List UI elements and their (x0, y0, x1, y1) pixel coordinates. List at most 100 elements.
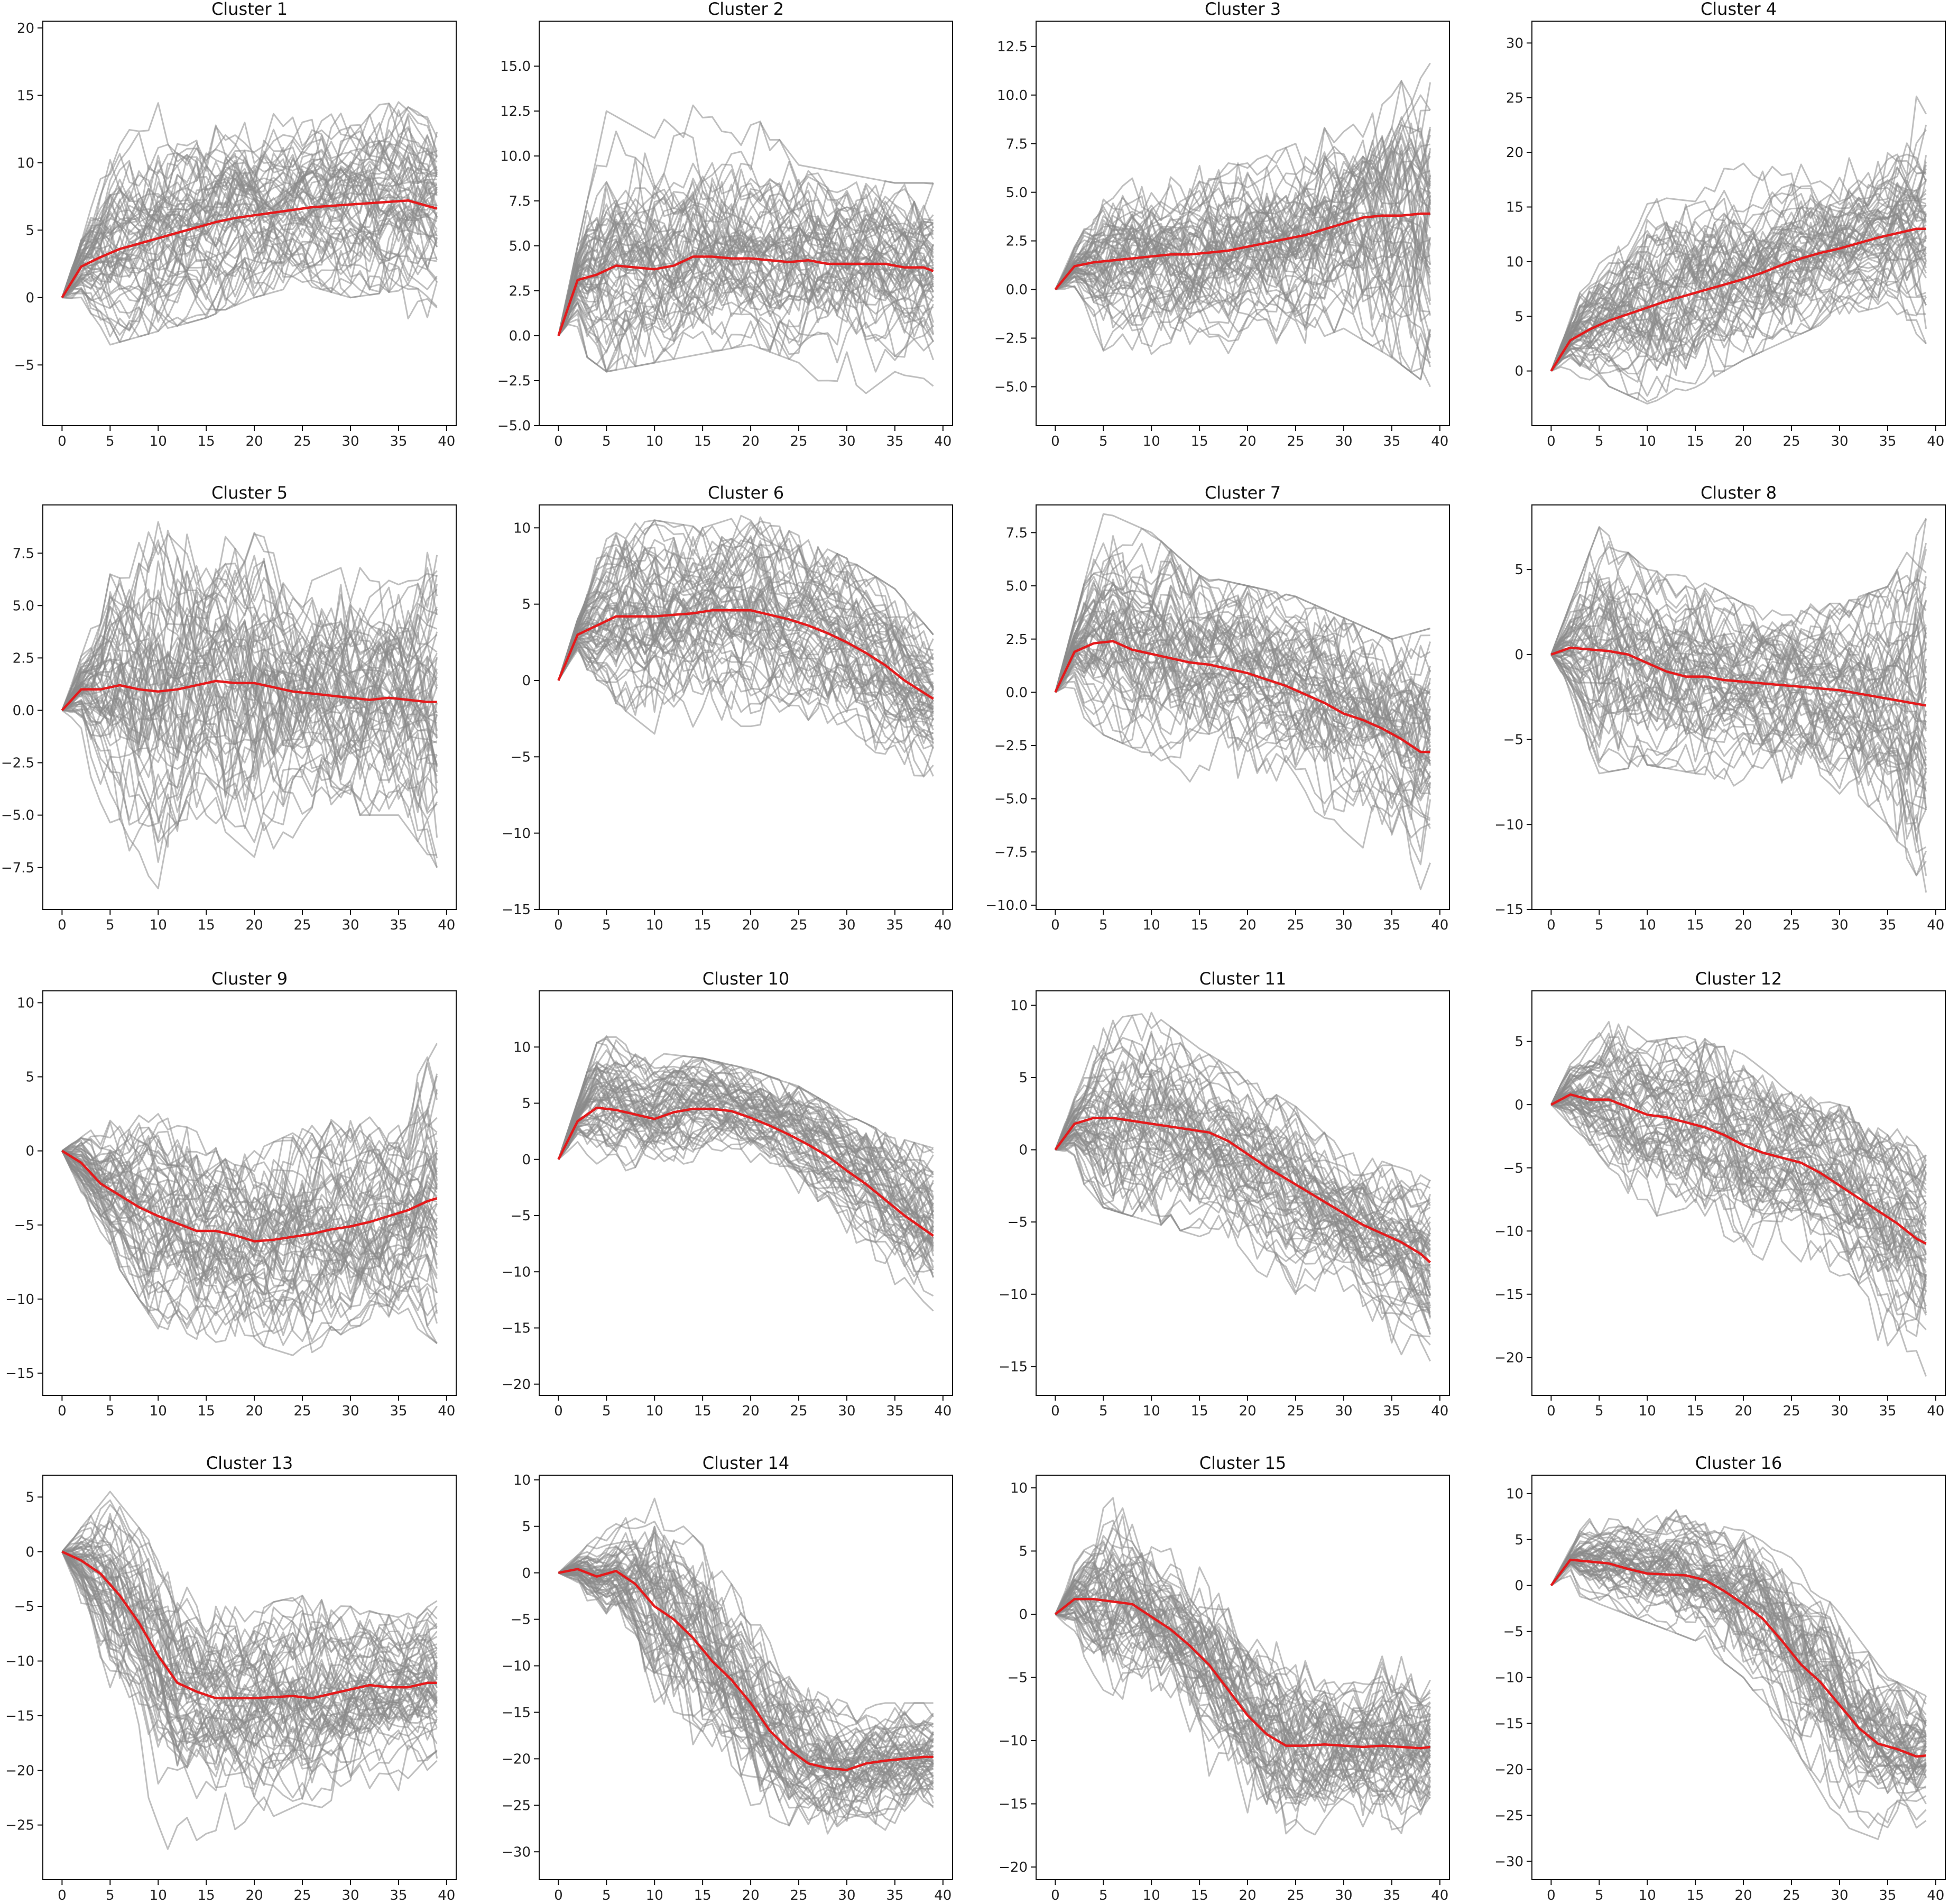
x-tick-label: 30 (341, 917, 359, 933)
member-trace (558, 270, 934, 369)
y-tick-label: 0.0 (1006, 685, 1028, 701)
y-tick-label: 10 (1010, 998, 1028, 1014)
x-tick-label: 5 (1595, 1403, 1604, 1419)
member-trace (1055, 1047, 1431, 1215)
x-tick-label: 30 (341, 1403, 359, 1419)
y-tick-label: −10 (1494, 1670, 1523, 1686)
member-trace (1055, 1551, 1431, 1731)
member-trace (61, 152, 438, 298)
x-tick-label: 0 (554, 1403, 563, 1419)
axes-frame (1036, 21, 1450, 426)
chart-title: Cluster 3 (1205, 0, 1281, 19)
x-tick-label: 30 (1831, 434, 1848, 449)
axes-frame (42, 990, 457, 1396)
member-trace (558, 1561, 934, 1777)
y-tick-label: −10 (5, 1292, 34, 1308)
member-trace (1055, 1053, 1431, 1214)
y-tick-label: 5 (1514, 562, 1523, 578)
member-trace (1550, 161, 1927, 372)
member-trace (1055, 616, 1431, 760)
member-trace (557, 233, 934, 336)
y-tick-label: 0.0 (509, 328, 531, 344)
member-trace (61, 628, 438, 715)
x-tick-label: 40 (1431, 917, 1448, 933)
member-trace (61, 671, 438, 780)
member-trace (62, 700, 438, 843)
member-trace (62, 1548, 438, 1723)
member-trace (61, 122, 438, 298)
member-trace (1550, 237, 1927, 374)
member-traces-3 (1055, 62, 1431, 388)
member-trace (558, 1534, 934, 1725)
x-tick-label: 25 (1287, 1888, 1304, 1902)
member-trace (61, 1551, 438, 1782)
member-trace (1055, 636, 1431, 793)
x-tick-label: 40 (1927, 434, 1944, 449)
member-trace (1550, 1551, 1927, 1787)
member-trace (61, 1150, 438, 1340)
y-tick-label: −5 (1503, 1161, 1523, 1176)
y-tick-label: 10 (17, 155, 34, 171)
x-tick-label: 35 (1879, 917, 1896, 933)
x-tick-label: 15 (1191, 434, 1208, 449)
member-trace (61, 229, 438, 319)
member-trace (61, 1121, 438, 1250)
x-tick-label: 0 (1547, 1888, 1556, 1902)
y-tick-label: 7.5 (509, 194, 531, 209)
chart-panel-15: 0 5 10 15 20 25 30 35 40 −20 −15 −10 −5 0 5 10 Cluster 1… (999, 1453, 1450, 1903)
axes-frame (539, 21, 953, 426)
member-trace (61, 210, 438, 307)
x-tick-label: 15 (198, 1888, 215, 1902)
member-traces-5 (61, 521, 438, 889)
member-trace (1550, 1561, 1927, 1794)
y-tick-label: −7.5 (1, 860, 34, 876)
member-trace (1055, 1547, 1431, 1756)
member-trace (558, 1049, 935, 1215)
x-tick-label: 20 (1239, 1888, 1257, 1902)
y-tick-label: −15 (1494, 902, 1523, 918)
member-trace (558, 1568, 934, 1791)
x-tick-label: 30 (1335, 1888, 1352, 1902)
member-trace (1550, 1101, 1927, 1292)
member-trace (1055, 624, 1431, 787)
axes-frame (539, 1475, 953, 1880)
x-tick-label: 20 (742, 434, 760, 449)
member-trace (558, 1108, 934, 1285)
y-tick-label: −2.5 (1, 756, 34, 771)
axes-frame (1036, 990, 1450, 1396)
y-tick-label: 10 (1506, 1486, 1523, 1502)
member-trace (1055, 1597, 1431, 1802)
y-tick-label: 2.5 (509, 283, 531, 299)
x-tick-label: 15 (694, 434, 712, 449)
x-tick-label: 20 (246, 917, 263, 933)
member-trace (1550, 1069, 1927, 1226)
member-trace (1550, 1560, 1926, 1786)
member-trace (557, 1038, 934, 1185)
member-trace (557, 178, 934, 336)
x-tick-label: 20 (246, 1888, 263, 1902)
x-tick-label: 40 (438, 1403, 455, 1419)
member-traces-9 (61, 1043, 438, 1356)
chart-title: Cluster 5 (211, 483, 288, 503)
chart-title: Cluster 15 (1199, 1453, 1286, 1473)
x-tick-label: 30 (341, 1888, 359, 1902)
x-tick-label: 35 (886, 434, 903, 449)
member-trace (1055, 1107, 1431, 1283)
member-trace (61, 541, 438, 711)
member-trace (558, 584, 934, 719)
member-trace (557, 215, 934, 336)
member-trace (62, 643, 438, 868)
member-trace (557, 181, 934, 336)
x-tick-label: 30 (838, 917, 855, 933)
y-tick-label: −10 (502, 826, 531, 842)
x-tick-label: 5 (602, 434, 611, 449)
chart-panel-13: 0 5 10 15 20 25 30 35 40 −25 −20 −15 −10 −5 0 5 Cluster … (5, 1453, 457, 1903)
member-trace (1550, 1557, 1927, 1770)
member-trace (1550, 95, 1927, 372)
member-trace (1550, 526, 1927, 655)
member-trace (1550, 280, 1927, 405)
member-trace (61, 645, 438, 798)
mean-series-line-1 (61, 199, 438, 298)
x-tick-label: 15 (1687, 1888, 1704, 1902)
x-tick-label: 5 (1099, 1403, 1108, 1419)
